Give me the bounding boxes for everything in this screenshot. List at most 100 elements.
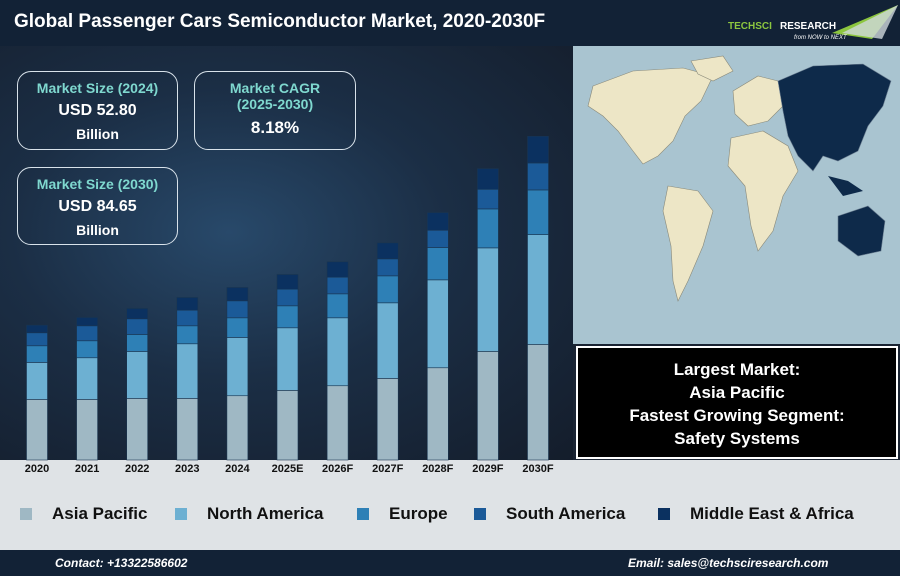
bar-segment-north-america-2025e [276,327,299,391]
bar-segment-europe-2020 [26,345,48,363]
bar-segment-europe-2024 [226,317,249,338]
fastest-segment-label: Fastest Growing Segment: [629,406,845,425]
bar-segment-south-america-2027f [376,258,399,277]
bar-segment-asia-pacific-2022 [126,398,148,461]
bar-segment-middle-east-africa-2024 [226,287,249,302]
page-title: Global Passenger Cars Semiconductor Mark… [14,11,546,32]
bar-segment-middle-east-africa-2023 [176,297,199,311]
bar-segment-asia-pacific-2024 [226,395,249,461]
x-tick-label: 2021 [75,463,99,475]
bar-segment-north-america-2023 [176,343,199,399]
largest-market-label: Largest Market: [673,360,801,379]
bar-segment-north-america-2024 [226,337,249,397]
kpi-label: Market Size (2030) [36,176,159,192]
legend-swatch [474,508,486,520]
bar-segment-south-america-2024 [226,300,249,319]
legend-swatch [658,508,670,520]
bar-segment-europe-2023 [176,325,199,345]
header: Global Passenger Cars Semiconductor Mark… [0,0,900,46]
legend-item-south-america: South America [474,504,625,524]
bar-segment-north-america-2022 [126,351,148,399]
kpi-unit: Billion [76,222,119,238]
bar-segment-europe-2030f [527,189,549,235]
bar-segment-europe-2026f [326,293,349,319]
x-tick-label: 2028F [422,463,453,475]
legend-label: Middle East & Africa [690,504,854,523]
techsci-logo: TECHSCI RESEARCH from NOW to NEXT [728,5,898,41]
kpi-value: USD 52.80 [58,102,137,119]
bar-segment-europe-2025e [276,305,299,329]
footer: Contact: +13322586602 Email: sales@techs… [0,550,900,576]
legend-label: North America [207,504,324,523]
contact-phone: Contact: +13322586602 [55,556,188,570]
bar-segment-middle-east-africa-2029f [477,168,499,190]
bar-segment-europe-2022 [126,334,148,352]
legend-swatch [175,508,187,520]
fastest-segment-value: Safety Systems [674,429,800,448]
kpi-label: Market CAGR [229,80,321,96]
legend-label: South America [506,504,626,523]
bar-segment-asia-pacific-2029f [477,351,499,461]
bar-segment-europe-2028f [426,247,449,281]
bar-segment-middle-east-africa-2025e [276,274,299,290]
bar-segment-middle-east-africa-2030f [527,136,549,164]
bar-segment-south-america-2026f [326,276,349,295]
bar-segment-asia-pacific-2020 [26,399,48,461]
bar-segment-middle-east-africa-2021 [76,317,98,327]
legend-swatch [357,508,369,520]
svg-text:TECHSCI: TECHSCI [728,21,772,32]
legend-item-middle-east-africa: Middle East & Africa [658,504,854,524]
kpi-label-period: (2025-2030) [236,96,314,112]
contact-email: Email: sales@techsciresearch.com [628,556,829,570]
kpi-market-size-2030: Market Size (2030) USD 84.65 Billion [17,167,178,245]
bar-segment-middle-east-africa-2020 [26,324,48,334]
legend-label: Europe [389,504,448,523]
bar-segment-asia-pacific-2030f [527,344,549,461]
legend-swatch [20,508,32,520]
svg-text:RESEARCH: RESEARCH [780,21,836,32]
legend-item-europe: Europe [357,504,448,524]
market-highlights-box: Largest Market: Asia Pacific Fastest Gro… [576,346,898,459]
world-map-graphic [587,55,892,302]
bar-segment-europe-2027f [376,275,399,304]
bar-segment-asia-pacific-2023 [176,398,199,461]
bar-segment-asia-pacific-2027f [376,378,399,461]
svg-text:from NOW to NEXT: from NOW to NEXT [794,35,848,41]
bar-segment-north-america-2026f [326,317,349,387]
bar-segment-europe-2021 [76,340,98,359]
bar-segment-north-america-2030f [527,234,549,345]
x-tick-label: 2023 [175,463,199,475]
legend-label: Asia Pacific [52,504,148,523]
x-tick-label: 2020 [25,463,49,475]
x-tick-label: 2022 [125,463,149,475]
bar-segment-north-america-2027f [376,302,399,379]
bar-segment-europe-2029f [477,208,499,249]
legend-item-asia-pacific: Asia Pacific [20,504,147,524]
x-tick-label: 2029F [472,463,503,475]
kpi-unit: Billion [76,126,119,142]
bar-segment-north-america-2020 [26,362,48,400]
kpi-value: 8.18% [250,118,300,137]
world-map [573,46,900,344]
kpi-value: USD 84.65 [58,198,137,215]
bar-segment-south-america-2023 [176,309,199,327]
bar-segment-south-america-2028f [426,229,449,248]
bar-segment-asia-pacific-2025e [276,390,299,461]
x-tick-label: 2026F [322,463,353,475]
bar-segment-north-america-2021 [76,357,98,400]
kpi-market-cagr: Market CAGR (2025-2030) 8.18% [194,71,356,150]
bar-segment-middle-east-africa-2022 [126,308,148,320]
x-tick-label: 2025E [272,463,304,475]
bar-segment-middle-east-africa-2028f [426,212,449,231]
bar-segment-asia-pacific-2028f [426,367,449,461]
x-tick-label: 2030F [522,463,553,475]
bar-segment-north-america-2029f [477,247,499,352]
bar-segment-south-america-2021 [76,325,98,342]
bar-segment-south-america-2025e [276,288,299,307]
bar-segment-asia-pacific-2021 [76,399,98,461]
x-tick-label: 2024 [225,463,250,475]
bar-segment-asia-pacific-2026f [326,385,349,461]
bar-segment-south-america-2022 [126,318,148,335]
largest-market-value: Asia Pacific [689,383,785,402]
bar-segment-north-america-2028f [426,279,449,369]
